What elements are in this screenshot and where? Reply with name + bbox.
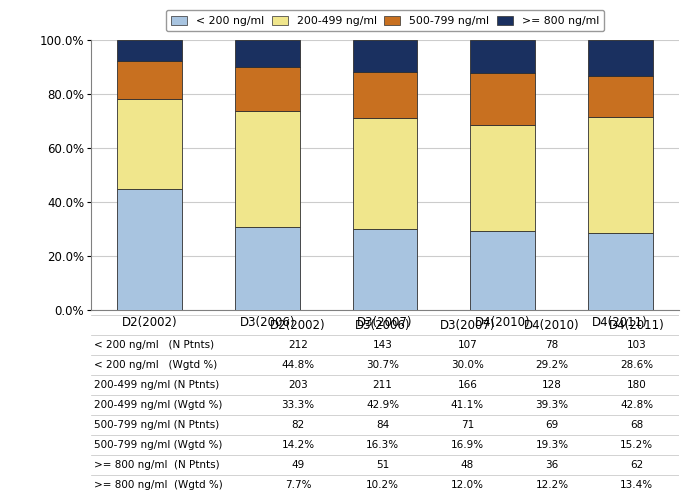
Text: 62: 62 xyxy=(630,460,643,470)
Bar xyxy=(235,227,300,310)
Text: 36: 36 xyxy=(545,460,559,470)
Text: 71: 71 xyxy=(461,420,474,430)
Text: D4(2011): D4(2011) xyxy=(609,318,664,332)
Bar xyxy=(470,125,535,231)
Text: 12.0%: 12.0% xyxy=(451,480,484,490)
Bar xyxy=(235,68,300,112)
Text: 16.3%: 16.3% xyxy=(366,440,399,450)
Text: 16.9%: 16.9% xyxy=(451,440,484,450)
Bar xyxy=(235,40,300,68)
Text: 180: 180 xyxy=(626,380,647,390)
Text: 51: 51 xyxy=(376,460,389,470)
Bar xyxy=(588,117,652,233)
Bar xyxy=(588,233,652,310)
Text: 42.9%: 42.9% xyxy=(366,400,399,410)
Text: 15.2%: 15.2% xyxy=(620,440,653,450)
Text: 500-799 ng/ml (Wgtd %): 500-799 ng/ml (Wgtd %) xyxy=(94,440,223,450)
Text: 30.7%: 30.7% xyxy=(366,360,399,370)
Bar xyxy=(588,76,652,117)
Text: 12.2%: 12.2% xyxy=(536,480,568,490)
Text: 10.2%: 10.2% xyxy=(366,480,399,490)
Text: 41.1%: 41.1% xyxy=(451,400,484,410)
Text: D3(2007): D3(2007) xyxy=(440,318,495,332)
Bar xyxy=(353,72,417,118)
Text: 33.3%: 33.3% xyxy=(281,400,314,410)
Text: D2(2002): D2(2002) xyxy=(270,318,326,332)
Text: 49: 49 xyxy=(291,460,304,470)
Text: 200-499 ng/ml (Wgtd %): 200-499 ng/ml (Wgtd %) xyxy=(94,400,223,410)
Text: 107: 107 xyxy=(457,340,477,350)
Bar xyxy=(118,61,182,99)
Text: 28.6%: 28.6% xyxy=(620,360,653,370)
Text: 48: 48 xyxy=(461,460,474,470)
Text: 82: 82 xyxy=(291,420,304,430)
Text: 42.8%: 42.8% xyxy=(620,400,653,410)
Text: 500-799 ng/ml (N Ptnts): 500-799 ng/ml (N Ptnts) xyxy=(94,420,219,430)
Text: < 200 ng/ml   (Wgtd %): < 200 ng/ml (Wgtd %) xyxy=(94,360,217,370)
Bar xyxy=(470,73,535,125)
Text: 68: 68 xyxy=(630,420,643,430)
Text: 69: 69 xyxy=(545,420,559,430)
Bar xyxy=(118,189,182,310)
Text: >= 800 ng/ml  (N Ptnts): >= 800 ng/ml (N Ptnts) xyxy=(94,460,220,470)
Bar xyxy=(235,112,300,227)
Text: D4(2010): D4(2010) xyxy=(524,318,580,332)
Bar xyxy=(118,40,182,61)
Text: 44.8%: 44.8% xyxy=(281,360,314,370)
Text: 203: 203 xyxy=(288,380,308,390)
Text: 103: 103 xyxy=(626,340,647,350)
Text: 200-499 ng/ml (N Ptnts): 200-499 ng/ml (N Ptnts) xyxy=(94,380,219,390)
Bar xyxy=(118,99,182,189)
Bar xyxy=(470,231,535,310)
Bar xyxy=(353,118,417,229)
Bar xyxy=(588,40,652,76)
Bar xyxy=(353,40,417,72)
Text: 128: 128 xyxy=(542,380,562,390)
Text: 39.3%: 39.3% xyxy=(536,400,568,410)
Text: 7.7%: 7.7% xyxy=(285,480,312,490)
Text: 14.2%: 14.2% xyxy=(281,440,314,450)
Text: 13.4%: 13.4% xyxy=(620,480,653,490)
Text: 212: 212 xyxy=(288,340,308,350)
Text: 143: 143 xyxy=(372,340,393,350)
Bar xyxy=(470,40,535,73)
Text: 19.3%: 19.3% xyxy=(536,440,568,450)
Bar xyxy=(353,229,417,310)
Legend: < 200 ng/ml, 200-499 ng/ml, 500-799 ng/ml, >= 800 ng/ml: < 200 ng/ml, 200-499 ng/ml, 500-799 ng/m… xyxy=(166,10,604,31)
Text: < 200 ng/ml   (N Ptnts): < 200 ng/ml (N Ptnts) xyxy=(94,340,214,350)
Text: 84: 84 xyxy=(376,420,389,430)
Text: 211: 211 xyxy=(372,380,393,390)
Text: 166: 166 xyxy=(457,380,477,390)
Text: 30.0%: 30.0% xyxy=(451,360,484,370)
Text: >= 800 ng/ml  (Wgtd %): >= 800 ng/ml (Wgtd %) xyxy=(94,480,223,490)
Text: 78: 78 xyxy=(545,340,559,350)
Text: D3(2006): D3(2006) xyxy=(355,318,410,332)
Text: 29.2%: 29.2% xyxy=(536,360,568,370)
